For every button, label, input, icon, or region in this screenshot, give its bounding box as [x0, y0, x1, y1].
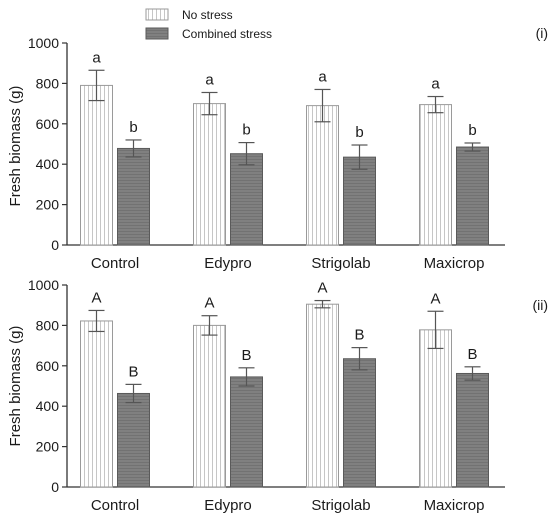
bar-no-stress-control — [80, 84, 113, 246]
panel-i: 0 200 400 600 800 1000 Fresh biomass (g) (i) a b C… — [7, 25, 548, 272]
significance-label: b — [242, 122, 250, 139]
panel-label: (i) — [536, 25, 548, 41]
y-tick-label: 1000 — [28, 277, 59, 293]
significance-label: A — [204, 295, 214, 312]
significance-label: a — [205, 71, 214, 88]
y-tick-label: 0 — [51, 479, 59, 495]
category-label-edypro: Edypro — [204, 255, 252, 272]
bar-combined-strigolab — [343, 358, 376, 488]
significance-label: a — [431, 76, 440, 93]
significance-label: A — [91, 289, 101, 306]
bar-combined-maxicrop — [456, 372, 489, 488]
bar-no-stress-edypro — [193, 324, 226, 488]
category-label-control: Control — [91, 255, 139, 272]
category-label-maxicrop: Maxicrop — [424, 497, 485, 514]
legend-label-no-stress: No stress — [182, 8, 233, 22]
y-axis-title: Fresh biomass (g) — [7, 86, 24, 207]
significance-label: A — [317, 280, 327, 297]
bar-combined-edypro — [230, 153, 263, 246]
bar-no-stress-edypro — [193, 103, 226, 246]
y-tick-label: 200 — [36, 197, 60, 213]
legend-swatch-no-stress — [145, 8, 169, 21]
y-tick-label: 200 — [36, 439, 60, 455]
y-tick-label: 400 — [36, 398, 60, 414]
y-tick-label: 400 — [36, 156, 60, 172]
y-tick-label: 800 — [36, 75, 60, 91]
legend: No stress Combined stress — [145, 8, 272, 41]
significance-label: B — [128, 363, 138, 380]
bar-no-stress-strigolab — [306, 105, 339, 246]
category-label-control: Control — [91, 497, 139, 514]
legend-label-combined: Combined stress — [182, 27, 272, 41]
bar-no-stress-control — [80, 320, 113, 488]
bar-combined-control — [117, 147, 150, 246]
significance-label: a — [318, 68, 327, 85]
bar-no-stress-maxicrop — [419, 329, 452, 488]
y-tick-label: 600 — [36, 358, 60, 374]
bar-combined-maxicrop — [456, 146, 489, 246]
category-label-maxicrop: Maxicrop — [424, 255, 485, 272]
panel-label: (ii) — [532, 297, 548, 313]
bar-combined-strigolab — [343, 156, 376, 246]
y-tick-label: 600 — [36, 116, 60, 132]
y-tick-label: 1000 — [28, 35, 59, 51]
y-tick-label: 0 — [51, 237, 59, 253]
y-axis-title: Fresh biomass (g) — [7, 326, 24, 447]
category-label-strigolab: Strigolab — [311, 497, 370, 514]
significance-label: b — [129, 119, 137, 136]
significance-label: b — [468, 122, 476, 139]
significance-label: a — [92, 49, 101, 66]
bar-no-stress-maxicrop — [419, 104, 452, 246]
bar-combined-control — [117, 392, 150, 488]
significance-label: b — [355, 124, 363, 141]
category-label-strigolab: Strigolab — [311, 255, 370, 272]
significance-label: B — [467, 346, 477, 363]
significance-label: A — [430, 290, 440, 307]
legend-swatch-combined — [145, 27, 169, 40]
significance-label: B — [241, 347, 251, 364]
bar-combined-edypro — [230, 376, 263, 488]
category-label-edypro: Edypro — [204, 497, 252, 514]
panel-ii: 0 200 400 600 800 1000 Fresh biomass (g) (ii) A B… — [7, 277, 548, 514]
significance-label: B — [354, 327, 364, 344]
y-tick-label: 800 — [36, 317, 60, 333]
bar-no-stress-strigolab — [306, 303, 339, 488]
